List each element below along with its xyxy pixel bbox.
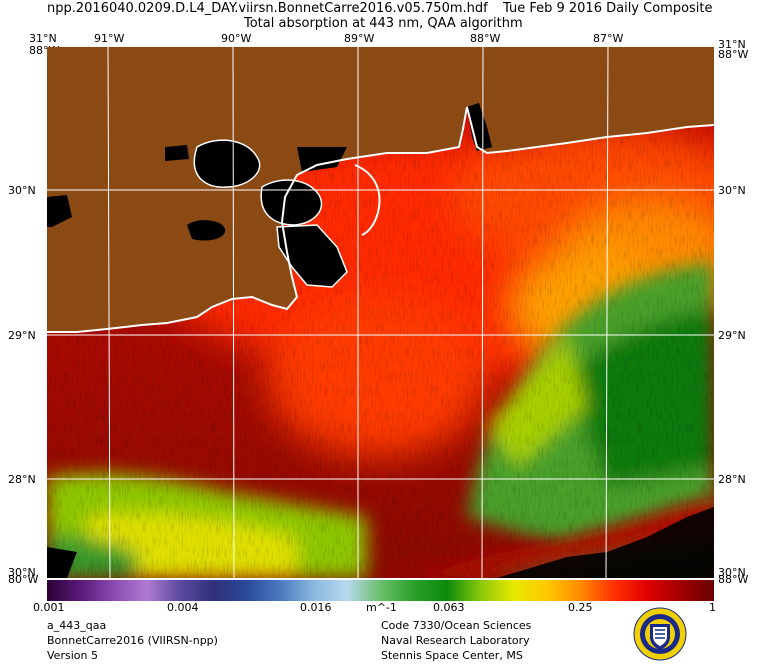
colorbar-units: m^-1	[366, 601, 397, 614]
land-mass	[47, 47, 714, 332]
colorbar-ramp	[47, 580, 714, 601]
absorption-map	[47, 47, 714, 578]
lon-tick-top-90: 90°W	[221, 32, 252, 45]
file-name-title: npp.2016040.0209.D.L4_DAY.viirsn.BonnetC…	[47, 1, 488, 16]
corner-lat-top-right: 31°N	[718, 38, 746, 51]
colorbar-tick-0.25: 0.25	[568, 601, 593, 614]
org-code: Code 7330/Ocean Sciences	[381, 619, 532, 632]
lon-tick-top-88: 88°W	[470, 32, 501, 45]
colorbar-tick-0.004: 0.004	[167, 601, 199, 614]
date-title: Tue Feb 9 2016 Daily Composite	[503, 1, 713, 16]
corner-lon-bottom-right: 88°W	[718, 573, 749, 586]
lon-tick-top-87: 87°W	[593, 32, 624, 45]
dataset-name: BonnetCarre2016 (VIIRSN-npp)	[47, 634, 218, 647]
grid-lon-87	[605, 47, 609, 578]
coastline	[47, 106, 714, 333]
no-data-south	[47, 507, 714, 578]
corner-lat-top-left: 31°N	[29, 32, 57, 45]
colorbar-tick-0.001: 0.001	[33, 601, 65, 614]
grid-lon-90	[232, 47, 235, 578]
corner-lon-bottom-left: 80°W	[8, 573, 39, 586]
lat-tick-right-30: 30°N	[718, 184, 746, 197]
corner-lat-bottom-left: 30°N	[8, 566, 36, 579]
lat-tick-left-29: 29°N	[8, 329, 36, 342]
lon-tick-top-89: 89°W	[344, 32, 375, 45]
version-label: Version 5	[47, 649, 98, 662]
chandeleur-islands	[354, 164, 381, 236]
lat-tick-right-28: 28°N	[718, 473, 746, 486]
corner-lat-bottom-right: 30°N	[718, 566, 746, 579]
colorbar-tick-0.063: 0.063	[433, 601, 465, 614]
colorbar-tick-0.016: 0.016	[300, 601, 332, 614]
org-name: Naval Research Laboratory	[381, 634, 530, 647]
grid-lon-91	[107, 47, 111, 578]
lat-tick-right-29: 29°N	[718, 329, 746, 342]
lat-tick-left-28: 28°N	[8, 473, 36, 486]
lon-tick-top-91: 91°W	[94, 32, 125, 45]
graticule	[47, 47, 714, 578]
corner-lon-top-right: 88°W	[718, 48, 749, 61]
lake-shores	[193, 139, 348, 288]
map-canvas	[47, 47, 714, 578]
lat-tick-left-30: 30°N	[8, 184, 36, 197]
colorbar	[47, 580, 714, 601]
product-name: a_443_qaa	[47, 619, 107, 632]
lakes	[47, 103, 492, 287]
nrl-seal-logo	[633, 607, 687, 661]
colorbar-tick-1: 1	[709, 601, 716, 614]
product-title: Total absorption at 443 nm, QAA algorith…	[244, 16, 523, 31]
grid-lon-88	[481, 47, 484, 578]
org-location: Stennis Space Center, MS	[381, 649, 523, 662]
